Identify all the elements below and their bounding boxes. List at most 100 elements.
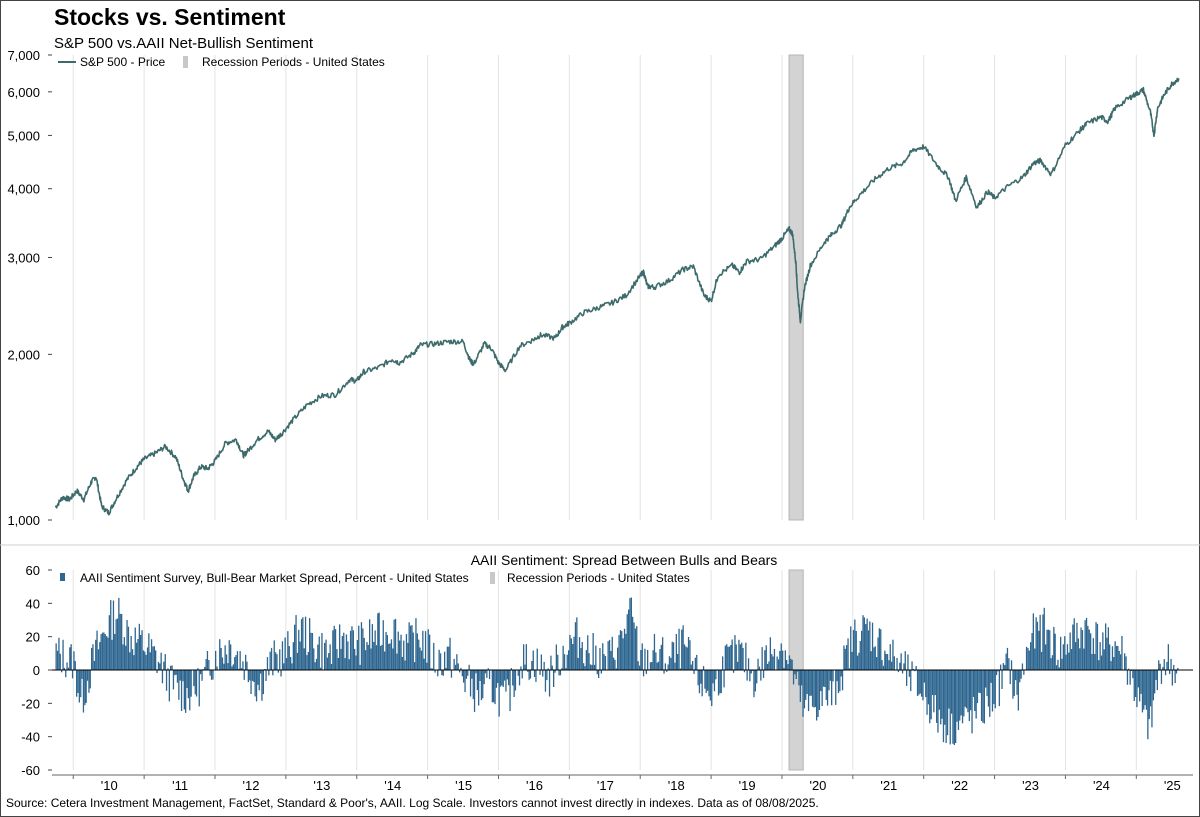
sentiment-bar [336,649,338,670]
sentiment-bar [1152,670,1154,701]
sentiment-bar [1081,630,1084,670]
sentiment-bar [697,670,699,686]
sentiment-bar [555,644,557,670]
sentiment-bar [589,664,592,670]
sentiment-bar [874,646,876,670]
sentiment-bar [576,617,578,670]
sentiment-bar [922,670,924,701]
sentiment-bar [1171,670,1173,686]
sentiment-bar [442,670,444,676]
sentiment-bar [497,670,499,683]
sentiment-bar [453,658,455,670]
sentiment-bar [242,661,244,670]
sentiment-bar [930,670,932,720]
sentiment-bar [817,670,819,717]
sentiment-bar [994,670,996,709]
sentiment-bar [1031,633,1033,670]
sentiment-bar [251,670,254,681]
sentiment-bar [1129,670,1131,685]
sentiment-bar [832,670,834,682]
sentiment-bar [1141,670,1144,713]
sentiment-bar [572,644,574,670]
sentiment-bar [180,670,183,711]
sentiment-bar [907,654,909,670]
sentiment-bar [345,634,348,670]
sentiment-bar [521,670,523,679]
sentiment-bar [250,670,252,694]
sentiment-bar [324,642,326,670]
sentiment-bar [798,670,800,686]
sentiment-bar [126,620,128,670]
sentiment-bar [390,639,393,670]
sentiment-bar [805,670,807,700]
sentiment-bar [482,670,484,699]
sentiment-bar [809,670,811,696]
legend-swatch-recession-sentiment [490,572,495,584]
sentiment-bar [1016,670,1018,695]
sentiment-bar [1154,670,1156,694]
sentiment-bar [1088,629,1090,670]
sentiment-bar [101,632,104,670]
sentiment-bar [1008,658,1010,670]
sentiment-bar [776,656,778,670]
sentiment-bar [641,643,643,670]
sentiment-bar [674,662,676,670]
sentiment-bar [157,661,160,670]
sentiment-bar [1050,658,1052,670]
sentiment-bar [663,670,665,674]
sentiment-bar [96,630,98,670]
sentiment-bar [103,632,105,670]
sentiment-bar [280,670,282,677]
sentiment-bar [512,670,514,686]
x-tick-label: '20 [809,778,826,793]
sentiment-bar [388,643,390,670]
sentiment-bar [990,670,992,683]
sentiment-bar [1028,650,1030,670]
sentiment-bar [882,665,885,670]
sentiment-bar [1036,621,1039,670]
sentiment-bar [867,630,870,670]
sentiment-bar [1124,653,1126,670]
sentiment-bar [230,644,232,670]
sentiment-bar [255,670,258,702]
sentiment-bar [772,656,774,670]
sentiment-bar [670,657,672,670]
sentiment-bar [547,668,549,670]
sentiment-bar [626,614,628,670]
sentiment-bar [952,670,954,744]
sentiment-bar [1064,636,1066,670]
sentiment-bar [983,670,985,724]
sentiment-bar [513,670,515,697]
sentiment-bar [602,643,604,670]
sentiment-bar [434,670,436,673]
sentiment-bar [275,652,277,670]
sentiment-bar [416,633,418,670]
sentiment-bar [726,644,728,670]
sentiment-bar [1025,646,1028,670]
sentiment-bar [1136,670,1138,708]
sentiment-bar [1034,648,1036,670]
sentiment-bar [1144,670,1146,706]
sentiment-bar [644,648,646,670]
sentiment-bar [236,651,239,670]
sentiment-bar [897,670,900,673]
sentiment-bar [591,664,593,670]
sentiment-bar [957,670,960,730]
sentiment-bar [140,635,142,670]
sentiment-bar [362,628,364,670]
sentiment-bar [655,652,657,670]
sentiment-bar [295,615,297,670]
sentiment-bar [1115,645,1118,670]
sentiment-bar [186,670,188,688]
sentiment-bar [844,648,846,670]
sentiment-bar [403,640,405,670]
sentiment-bar [825,670,827,700]
legend-swatch-recession-price [183,56,188,68]
sentiment-bar [901,670,904,674]
sentiment-bar [454,664,457,670]
sentiment-bar [814,670,816,707]
sentiment-bar [524,664,526,670]
sentiment-bar [675,634,677,670]
